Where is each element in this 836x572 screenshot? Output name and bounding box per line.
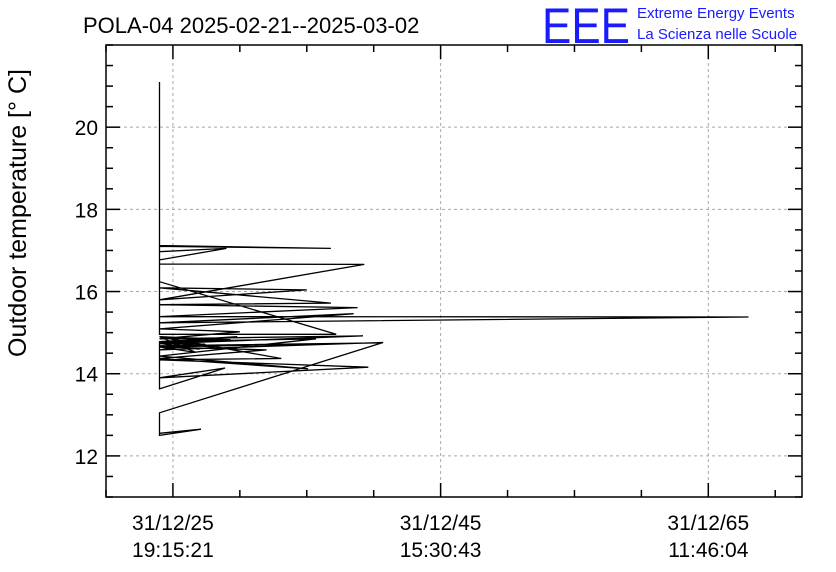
tick-labels: 12 14 16 18 20 31/12/25 19:15:21 31/12/45 15:30:… (75, 117, 750, 562)
logo-letters: EEE (542, 0, 630, 54)
series-layer (158, 82, 749, 437)
axis-ticks (105, 44, 802, 498)
y-tick-label: 18 (75, 199, 98, 222)
logo-line-1: Extreme Energy Events (637, 5, 795, 22)
x-tick-label-date: 31/12/45 (400, 512, 482, 535)
y-tick-label: 20 (75, 117, 98, 140)
eee-logo: EEE Extreme Energy Events La Scienza nel… (542, 0, 797, 54)
y-tick-label: 16 (75, 282, 98, 305)
series-line-0 (158, 82, 749, 437)
y-tick-label: 12 (75, 446, 98, 469)
x-tick-label-time: 19:15:21 (132, 539, 214, 562)
logo-line-2: La Scienza nelle Scuole (637, 26, 797, 43)
plot-frame (105, 44, 803, 498)
x-tick-label-time: 11:46:04 (668, 539, 749, 562)
x-tick-label-date: 31/12/25 (132, 512, 214, 535)
y-tick-label: 14 (75, 364, 99, 387)
x-tick-label-date: 31/12/65 (667, 512, 749, 535)
x-tick-label-time: 15:30:43 (400, 539, 482, 562)
chart-title: POLA-04 2025-02-21--2025-03-02 (83, 13, 419, 38)
grid (106, 45, 802, 497)
y-axis-label: Outdoor temperature [° C] (4, 69, 32, 357)
